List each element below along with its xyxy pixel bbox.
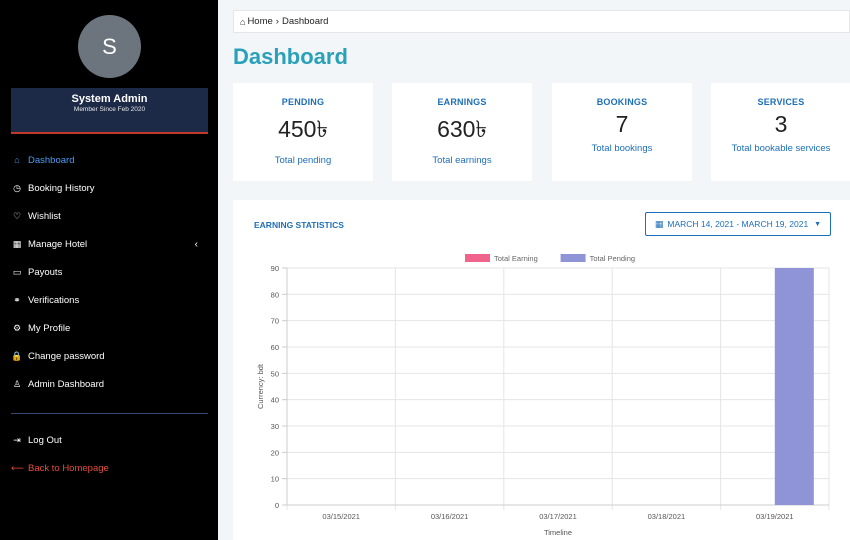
sidebar-item-label: Booking History [28,182,95,194]
sidebar-item-payouts[interactable]: ▭ Payouts [0,258,218,286]
breadcrumb-separator: › [275,16,279,27]
sidebar-item-label: Dashboard [28,154,75,166]
sidebar-nav: ⌂ Dashboard ◷ Booking History ♡ Wishlist… [0,146,218,398]
sidebar-item-label: Back to Homepage [28,462,109,474]
stat-card-earnings: EARNINGS 630৳ Total earnings [392,83,532,181]
earning-statistics-panel: EARNING STATISTICS ▦ MARCH 14, 2021 - MA… [233,200,850,540]
sidebar-item-label: Admin Dashboard [28,378,105,390]
stat-subtext: Total earnings [432,155,492,166]
building-icon: ▦ [12,238,22,249]
home-icon: ⌂ [14,155,20,165]
breadcrumb-home-link[interactable]: Home [247,16,273,27]
sidebar-item-label: Verifications [28,294,80,306]
y-tick-label: 80 [271,290,279,299]
panel-title: EARNING STATISTICS [254,220,344,230]
sidebar-item-admin-dashboard[interactable]: ♙ Admin Dashboard [0,370,218,398]
card-icon: ▭ [12,266,22,277]
user-lock-icon: ♙ [12,378,22,389]
date-range-label: MARCH 14, 2021 - MARCH 19, 2021 [667,219,809,229]
sidebar-item-verifications[interactable]: ⚭ Verifications [0,286,218,314]
clock-icon: ◷ [13,182,21,193]
sidebar: S System Admin Member Since Feb 2020 ⌂ D… [0,0,218,540]
bar-total-pending [774,268,814,505]
stat-value: 630৳ [437,116,487,142]
stat-label: EARNINGS [437,97,487,107]
x-tick-label: 03/18/2021 [648,512,686,521]
y-tick-label: 50 [271,369,279,378]
stat-value: 3 [774,111,788,137]
y-tick-label: 0 [275,501,279,510]
earning-chart: 0 10 20 30 40 50 60 70 80 90 03/15/2021 03/16/2021 0… [256,254,830,537]
stat-subtext: Total bookings [591,143,653,154]
stat-label: BOOKINGS [596,97,648,107]
stat-value: 7 [615,111,629,137]
avatar: S [78,15,141,78]
legend-label: Total Earning [494,254,538,263]
handshake-icon: ⚭ [13,294,21,305]
sidebar-item-booking-history[interactable]: ◷ Booking History [0,174,218,202]
home-icon[interactable]: ⌂ [240,16,246,27]
sidebar-item-my-profile[interactable]: ⚙ My Profile [0,314,218,342]
sidebar-item-log-out[interactable]: ⇥ Log Out [0,426,218,454]
stat-label: PENDING [281,97,325,107]
sidebar-item-label: Wishlist [28,210,61,222]
x-axis-title: Timeline [544,528,572,537]
y-tick-label: 90 [271,264,279,273]
long-arrow-left-icon: ⟵ [11,462,24,473]
breadcrumb-current: Dashboard [281,16,329,27]
stat-subtext: Total bookable services [731,143,831,154]
sidebar-item-label: Log Out [28,434,62,446]
stat-subtext: Total pending [274,155,332,166]
page-title: Dashboard [233,44,348,69]
sidebar-item-label: Manage Hotel [28,238,88,250]
sidebar-item-label: Payouts [28,266,63,278]
date-range-picker[interactable]: ▦ MARCH 14, 2021 - MARCH 19, 2021 ▼ [645,212,831,236]
chevron-left-icon[interactable]: ‹ [194,238,198,250]
sidebar-item-change-password[interactable]: 🔒 Change password [0,342,218,370]
profile-member-since: Member Since Feb 2020 [73,106,146,113]
legend-label: Total Pending [590,254,635,263]
y-tick-label: 60 [271,343,279,352]
sidebar-item-label: Change password [28,350,105,362]
y-tick-label: 20 [271,448,279,457]
x-tick-label: 03/17/2021 [539,512,577,521]
x-tick-label: 03/16/2021 [431,512,469,521]
sidebar-item-wishlist[interactable]: ♡ Wishlist [0,202,218,230]
sidebar-item-back-to-homepage[interactable]: ⟵ Back to Homepage [0,454,218,482]
x-tick-label: 03/15/2021 [322,512,360,521]
y-axis-title: Currency: bdt [256,363,265,409]
sidebar-item-label: My Profile [28,322,71,334]
sidebar-item-dashboard[interactable]: ⌂ Dashboard [0,146,218,174]
legend-swatch [465,254,490,262]
caret-down-icon: ▼ [814,220,822,228]
sign-out-icon: ⇥ [13,434,21,445]
stat-card-services: SERVICES 3 Total bookable services [711,83,850,181]
stat-value: 450৳ [278,116,328,142]
legend-swatch [560,254,586,262]
sidebar-item-manage-hotel[interactable]: ▦ Manage Hotel ‹ [0,230,218,258]
sidebar-bottom-nav: ⇥ Log Out ⟵ Back to Homepage [0,426,218,482]
y-tick-label: 10 [271,475,279,484]
calendar-icon: ▦ [654,218,664,229]
profile-name: System Admin [71,93,148,105]
breadcrumb: ⌂ Home › Dashboard [233,10,850,33]
lock-icon: 🔒 [11,350,23,361]
y-tick-label: 40 [271,396,279,405]
y-tick-label: 30 [271,422,279,431]
stat-card-pending: PENDING 450৳ Total pending [233,83,373,181]
heart-icon: ♡ [12,210,22,221]
y-tick-label: 70 [271,317,279,326]
gears-icon: ⚙ [12,322,22,333]
stat-card-bookings: BOOKINGS 7 Total bookings [552,83,692,181]
x-tick-label: 03/19/2021 [756,512,794,521]
stat-label: SERVICES [757,97,805,107]
sidebar-divider [11,413,208,414]
profile-card: System Admin Member Since Feb 2020 [11,88,208,134]
